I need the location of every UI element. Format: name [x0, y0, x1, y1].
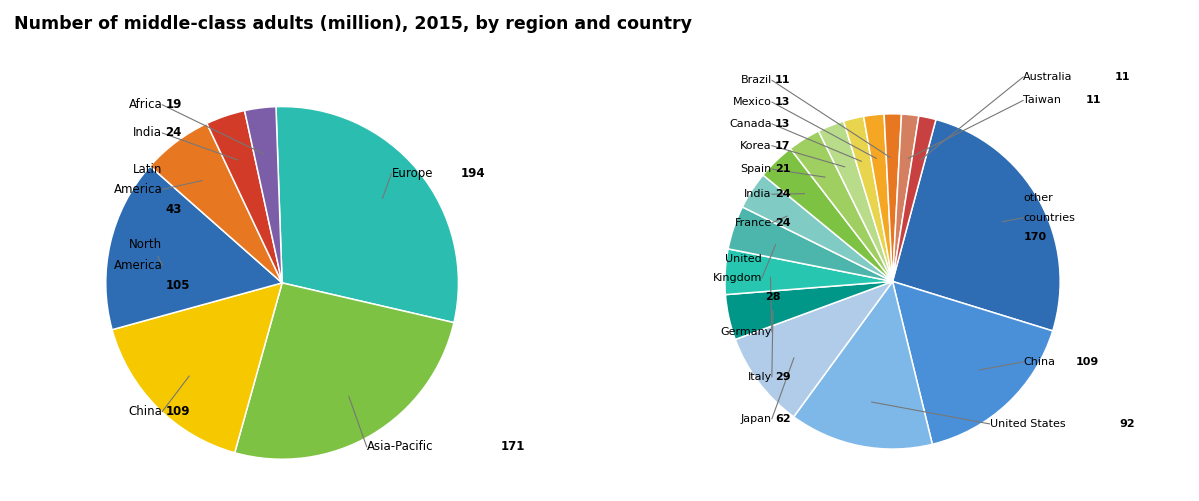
Text: 24: 24 — [165, 126, 182, 139]
Text: 11: 11 — [1085, 95, 1101, 105]
Text: other: other — [1023, 193, 1053, 203]
Text: Spain: Spain — [741, 164, 772, 174]
Text: Japan: Japan — [741, 414, 772, 424]
Text: 24: 24 — [775, 189, 790, 199]
Wedge shape — [794, 282, 933, 449]
Text: Africa: Africa — [128, 98, 162, 111]
Text: America: America — [114, 259, 162, 272]
Text: France: France — [735, 218, 772, 228]
Wedge shape — [735, 282, 892, 417]
Text: Latin: Latin — [133, 163, 162, 176]
Text: Europe: Europe — [391, 167, 433, 180]
Text: 29: 29 — [775, 372, 790, 382]
Text: Canada: Canada — [729, 119, 772, 129]
Text: 105: 105 — [165, 279, 189, 292]
Text: 194: 194 — [460, 167, 486, 180]
Wedge shape — [884, 114, 902, 282]
Wedge shape — [763, 149, 892, 282]
Text: China: China — [128, 405, 162, 418]
Text: 11: 11 — [1114, 72, 1129, 82]
Text: United States: United States — [989, 419, 1066, 429]
Wedge shape — [863, 114, 892, 282]
Text: Italy: Italy — [748, 372, 772, 382]
Wedge shape — [725, 249, 892, 295]
Text: India: India — [745, 189, 772, 199]
Wedge shape — [206, 111, 282, 283]
Text: Asia-Pacific: Asia-Pacific — [367, 440, 433, 453]
Text: countries: countries — [1023, 213, 1076, 223]
Text: Australia: Australia — [1023, 72, 1073, 82]
Text: 13: 13 — [775, 97, 790, 107]
Wedge shape — [245, 107, 282, 283]
Wedge shape — [892, 120, 1060, 331]
Wedge shape — [112, 283, 282, 453]
Wedge shape — [725, 282, 892, 340]
Text: Brazil: Brazil — [741, 75, 772, 85]
Text: China: China — [1023, 357, 1055, 367]
Text: Australia: Australia — [1023, 66, 1077, 88]
Text: 21: 21 — [775, 164, 790, 174]
Wedge shape — [276, 107, 458, 323]
Text: 171: 171 — [501, 440, 525, 453]
Wedge shape — [742, 175, 892, 282]
Text: 19: 19 — [165, 98, 182, 111]
Text: China: China — [1023, 351, 1059, 373]
Text: India: India — [133, 126, 162, 139]
Wedge shape — [844, 116, 892, 282]
Text: 109: 109 — [1076, 357, 1099, 367]
Text: Mexico: Mexico — [733, 97, 772, 107]
Wedge shape — [106, 166, 282, 330]
Text: United: United — [725, 254, 761, 264]
Text: Number of middle-class adults (million), 2015, by region and country: Number of middle-class adults (million),… — [14, 15, 692, 33]
Text: United States: United States — [989, 413, 1068, 435]
Text: 11: 11 — [775, 75, 790, 85]
Text: Taiwan: Taiwan — [1023, 95, 1061, 105]
Text: 43: 43 — [165, 203, 182, 216]
Text: North: North — [129, 238, 162, 252]
Wedge shape — [819, 121, 892, 282]
Text: Korea: Korea — [740, 141, 772, 151]
Text: 13: 13 — [775, 119, 790, 129]
Text: 62: 62 — [775, 414, 790, 424]
Text: Germany: Germany — [721, 327, 772, 337]
Text: 28: 28 — [765, 293, 781, 303]
Text: Taiwan: Taiwan — [1023, 90, 1065, 111]
Text: America: America — [114, 183, 162, 196]
Wedge shape — [892, 116, 936, 282]
Wedge shape — [150, 123, 282, 283]
Wedge shape — [728, 207, 892, 282]
Wedge shape — [892, 282, 1053, 444]
Text: Europe: Europe — [391, 159, 436, 187]
Text: 17: 17 — [775, 141, 790, 151]
Wedge shape — [235, 283, 454, 459]
Text: 92: 92 — [1120, 419, 1135, 429]
Text: Asia-Pacific: Asia-Pacific — [367, 433, 436, 461]
Text: 109: 109 — [165, 405, 189, 418]
Wedge shape — [892, 114, 918, 282]
Text: Kingdom: Kingdom — [712, 273, 761, 283]
Text: 24: 24 — [775, 218, 790, 228]
Text: 170: 170 — [1023, 232, 1047, 242]
Wedge shape — [790, 131, 892, 282]
